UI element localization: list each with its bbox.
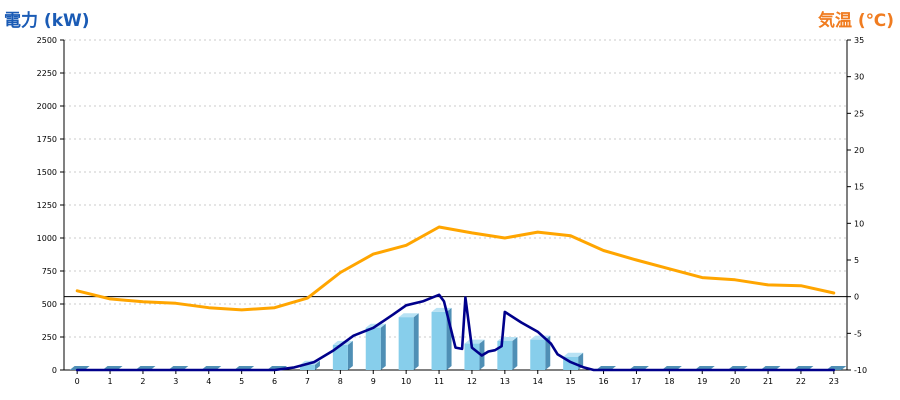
right-tick-label: 5: [854, 256, 859, 265]
x-tick-label: 6: [272, 377, 277, 386]
x-tick-label: 12: [467, 377, 477, 386]
x-tick-label: 22: [796, 377, 806, 386]
x-tick-label: 14: [533, 377, 543, 386]
x-tick-label: 3: [173, 377, 178, 386]
x-tick-label: 15: [566, 377, 576, 386]
bar-top: [563, 352, 584, 357]
bar-side: [512, 336, 518, 370]
right-tick-label: -5: [854, 329, 862, 338]
x-tick-label: 23: [829, 377, 839, 386]
left-tick-label: 1250: [37, 201, 57, 210]
x-tick-label: 0: [75, 377, 80, 386]
left-tick-label: 1500: [37, 168, 57, 177]
bar: [398, 317, 414, 370]
left-tick-label: 750: [42, 267, 57, 276]
x-tick-label: 16: [598, 377, 608, 386]
bar-top: [464, 339, 485, 344]
right-tick-label: 0: [854, 293, 859, 302]
bar-side: [380, 323, 386, 370]
right-axis-title: 気温 (℃): [817, 11, 894, 31]
left-tick-label: 1750: [37, 135, 57, 144]
right-tick-label: 30: [854, 73, 864, 82]
left-tick-label: 2000: [37, 102, 57, 111]
temperature-line: [75, 225, 836, 312]
x-tick-label: 2: [140, 377, 145, 386]
x-tick-label: 8: [338, 377, 343, 386]
left-tick-label: 0: [52, 366, 57, 375]
bar: [530, 339, 546, 370]
power-line: [75, 293, 836, 372]
right-tick-label: 35: [854, 36, 864, 45]
x-tick-label: 21: [763, 377, 773, 386]
bar-side: [413, 313, 419, 370]
right-tick-label: -10: [854, 366, 867, 375]
left-axis-title: 電力 (kW): [4, 11, 90, 31]
bar-top: [398, 313, 419, 318]
x-tick-label: 17: [631, 377, 641, 386]
bar: [431, 311, 447, 370]
bar-side: [314, 360, 320, 370]
x-tick-label: 11: [434, 377, 444, 386]
x-tick-label: 4: [206, 377, 211, 386]
left-tick-label: 250: [42, 333, 57, 342]
right-tick-label: 25: [854, 109, 864, 118]
x-tick-label: 13: [500, 377, 510, 386]
bar: [497, 340, 513, 370]
bar: [332, 344, 348, 370]
x-tick-label: 5: [239, 377, 244, 386]
bar: [299, 364, 315, 370]
x-tick-label: 10: [401, 377, 411, 386]
left-tick-label: 2250: [37, 69, 57, 78]
bar: [365, 327, 381, 370]
right-tick-label: 10: [854, 219, 864, 228]
left-tick-label: 500: [42, 300, 57, 309]
x-tick-label: 7: [305, 377, 310, 386]
bar-side: [545, 335, 551, 370]
x-tick-label: 19: [697, 377, 707, 386]
x-tick-label: 20: [730, 377, 740, 386]
bar-side: [347, 340, 353, 370]
right-tick-label: 15: [854, 183, 864, 192]
x-tick-label: 18: [664, 377, 674, 386]
left-tick-label: 1000: [37, 234, 57, 243]
left-tick-label: 2500: [37, 36, 57, 45]
right-tick-label: 20: [854, 146, 864, 155]
x-tick-label: 1: [108, 377, 113, 386]
x-tick-label: 9: [371, 377, 376, 386]
